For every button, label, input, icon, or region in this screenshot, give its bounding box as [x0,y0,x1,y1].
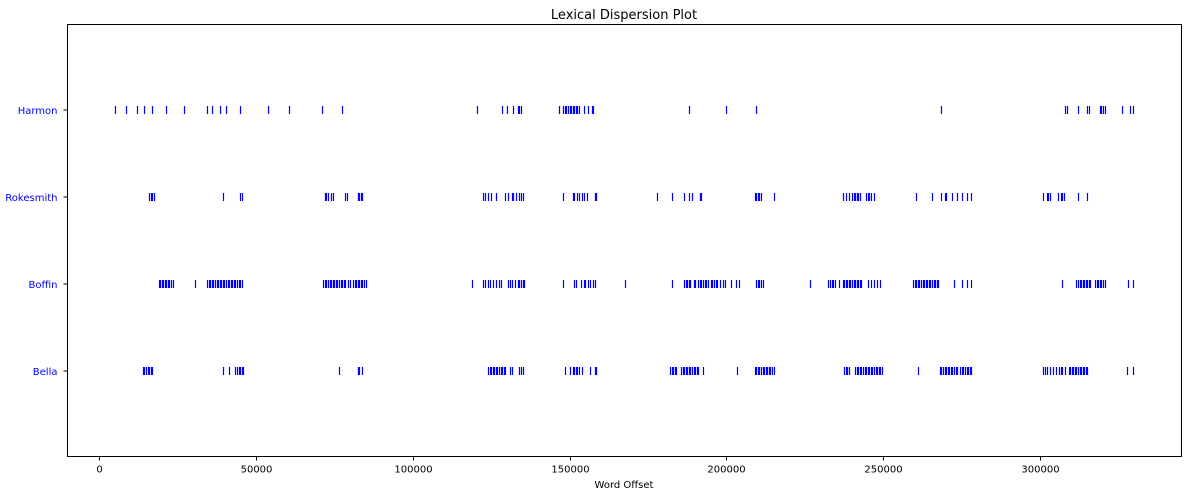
x-tick-label-50000: 50000 [241,465,273,476]
y-tick-label-bella: Bella [33,367,58,378]
x-tick-label-0: 0 [96,465,102,476]
x-axis: 0 50000 100000 150000 200000 250000 300000 [96,456,1060,476]
chart-title: Lexical Dispersion Plot [551,8,697,23]
marks-layer [114,106,1135,375]
x-tick-label-300000: 300000 [1021,465,1059,476]
y-axis: Bella Boffin Rokesmith Harmon [5,106,68,378]
x-tick-label-150000: 150000 [551,465,589,476]
y-tick-label-rokesmith: Rokesmith [5,193,57,204]
y-tick-label-harmon: Harmon [18,106,58,117]
x-tick-label-250000: 250000 [864,465,902,476]
x-tick-label-100000: 100000 [394,465,432,476]
plot-area-frame [67,24,1182,457]
y-tick-label-boffin: Boffin [29,280,58,291]
x-tick-label-200000: 200000 [707,465,745,476]
x-axis-label: Word Offset [595,480,654,491]
